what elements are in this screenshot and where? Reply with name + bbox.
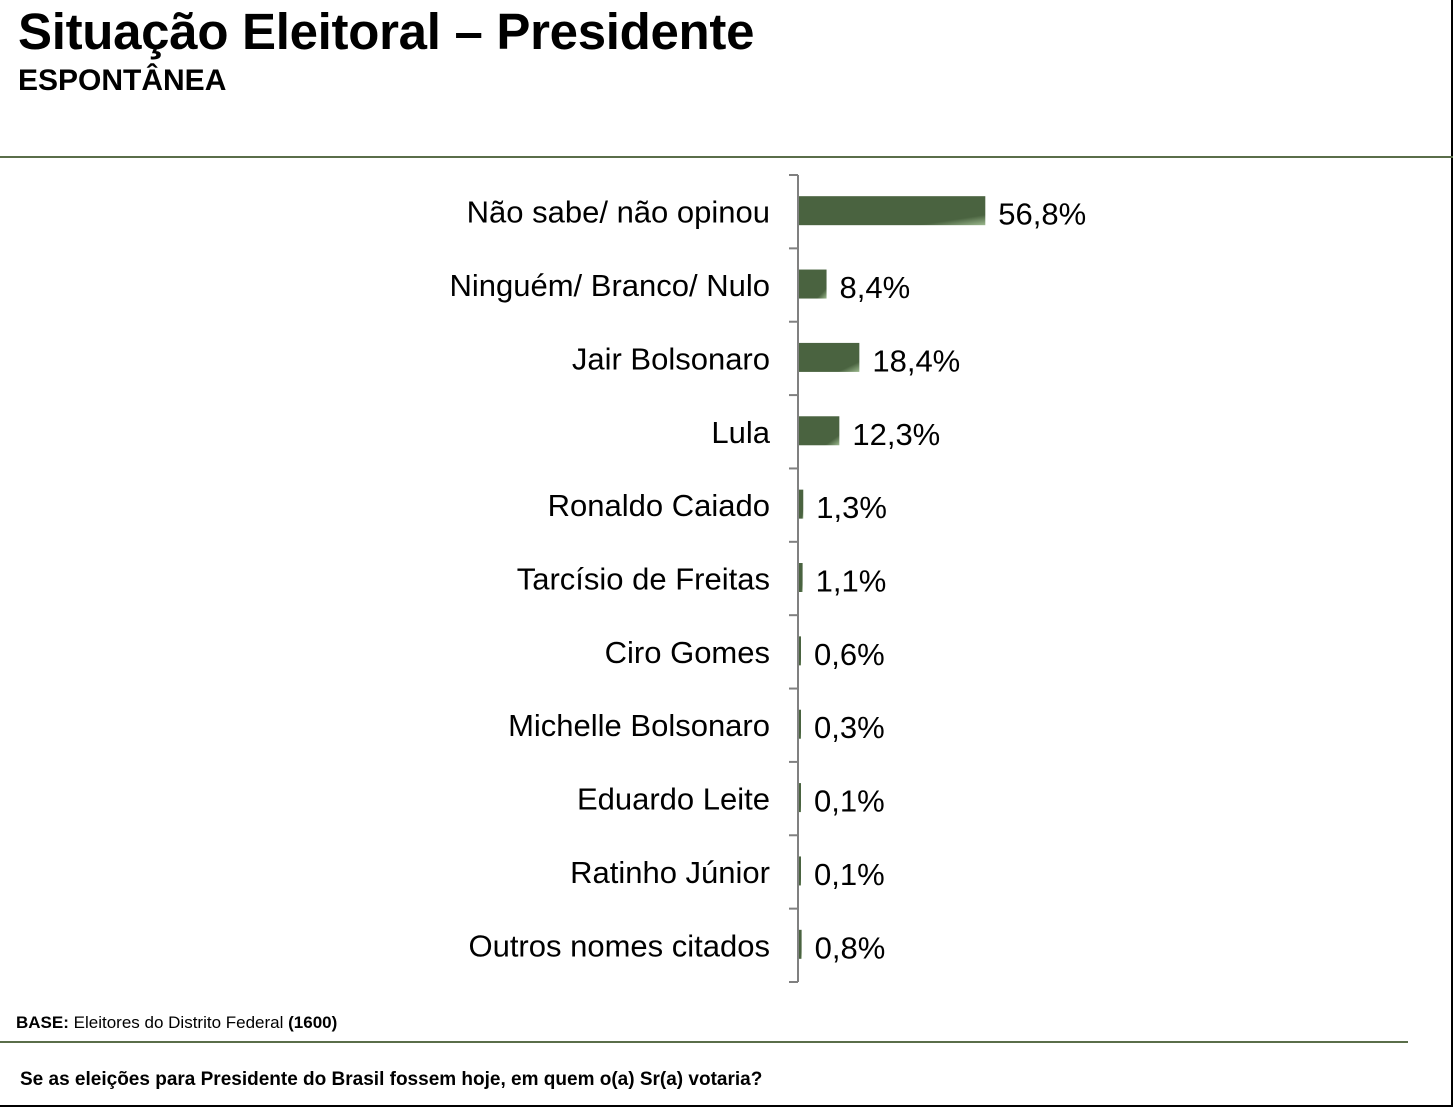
bar xyxy=(799,489,804,519)
footer-divider xyxy=(0,1041,1408,1043)
category-label: Ciro Gomes xyxy=(605,635,770,670)
category-label: Ratinho Júnior xyxy=(570,855,770,890)
category-label: Eduardo Leite xyxy=(577,782,770,817)
bar xyxy=(799,636,801,666)
value-label: 56,8% xyxy=(998,197,1086,232)
value-label: 0,1% xyxy=(814,857,885,892)
bar xyxy=(799,929,802,959)
base-label: BASE: xyxy=(16,1013,69,1032)
bar xyxy=(799,416,840,446)
bar-chart: Não sabe/ não opinou Ninguém/ Branco/ Nul… xyxy=(450,174,1086,983)
header-divider xyxy=(0,156,1453,158)
category-label: Michelle Bolsonaro xyxy=(508,708,770,743)
value-label: 8,4% xyxy=(840,270,911,305)
category-label: Jair Bolsonaro xyxy=(572,341,770,376)
category-label: Tarcísio de Freitas xyxy=(517,562,770,597)
bar xyxy=(799,783,801,813)
category-label: Outros nomes citados xyxy=(468,928,770,963)
survey-question: Se as eleições para Presidente do Brasil… xyxy=(20,1069,763,1090)
category-label: Lula xyxy=(711,415,770,450)
page-title: Situação Eleitoral – Presidente xyxy=(18,3,755,60)
category-label: Ninguém/ Branco/ Nulo xyxy=(450,268,771,303)
value-label: 1,1% xyxy=(816,564,887,599)
category-label: Ronaldo Caiado xyxy=(548,488,770,523)
page-subtitle: ESPONTÂNEA xyxy=(18,64,227,97)
bar xyxy=(799,196,986,226)
value-label: 0,1% xyxy=(814,784,885,819)
value-label: 1,3% xyxy=(816,490,887,525)
bar xyxy=(799,269,827,299)
value-label: 0,8% xyxy=(815,930,886,965)
bar xyxy=(799,563,803,592)
base-text: Eleitores do Distrito Federal xyxy=(73,1013,284,1032)
bar xyxy=(799,709,801,739)
bar xyxy=(799,856,801,886)
bar xyxy=(799,342,860,372)
value-label: 12,3% xyxy=(852,417,940,452)
value-label: 18,4% xyxy=(872,343,960,378)
sample-base-note: BASE: Eleitores do Distrito Federal (160… xyxy=(16,1013,337,1033)
value-label: 0,6% xyxy=(814,637,885,672)
value-label: 0,3% xyxy=(814,710,885,745)
category-label: Não sabe/ não opinou xyxy=(467,195,770,230)
base-count: (1600) xyxy=(288,1013,338,1032)
